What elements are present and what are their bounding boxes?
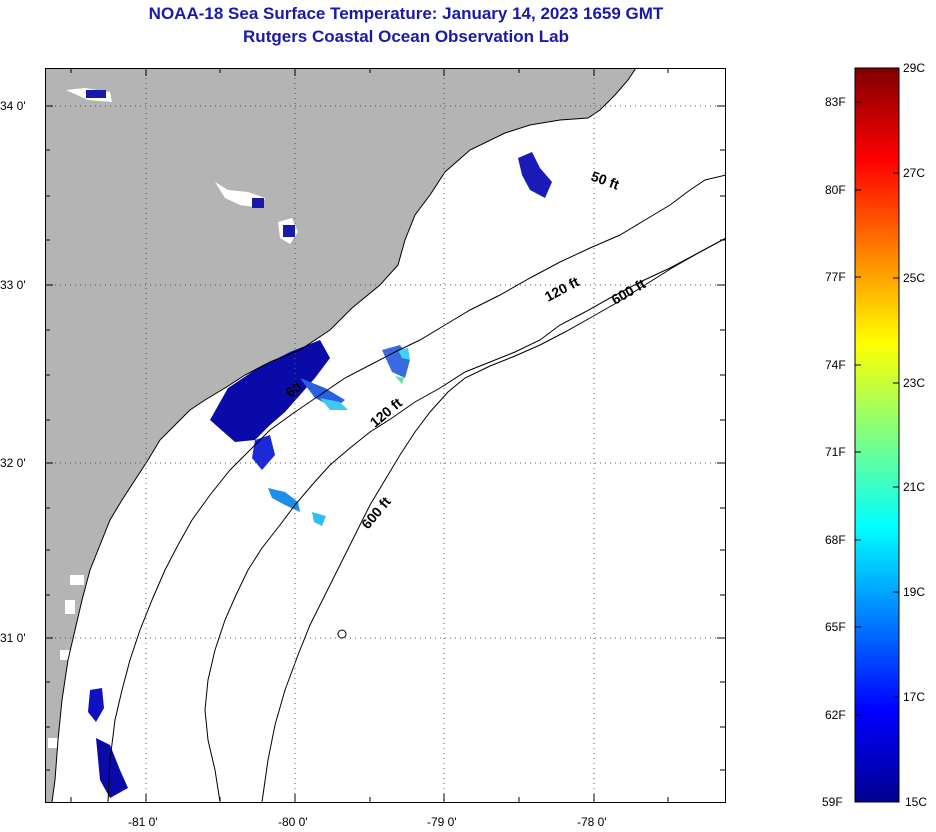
cb-c-15: 15C bbox=[905, 795, 928, 809]
contour-ring bbox=[337, 629, 347, 639]
cb-c-25: 25C bbox=[903, 271, 926, 285]
lon-label-81: -81 0' bbox=[128, 815, 158, 829]
lat-label-34: 34 0' bbox=[0, 99, 26, 113]
contour-120ft bbox=[204, 237, 725, 802]
sst-patches bbox=[86, 90, 552, 798]
cb-f-65: 65F bbox=[825, 620, 846, 634]
lon-label-78: -78 0' bbox=[577, 815, 607, 829]
cb-c-27: 27C bbox=[903, 166, 926, 180]
depth-contours bbox=[51, 68, 725, 802]
lat-label-31: 31 0' bbox=[0, 631, 26, 645]
lon-label-80: -80 0' bbox=[278, 815, 308, 829]
contour-50ft bbox=[107, 174, 725, 802]
cb-f-83: 83F bbox=[825, 95, 846, 109]
map-frame bbox=[45, 68, 726, 803]
cb-c-19: 19C bbox=[903, 585, 926, 599]
cb-c-23: 23C bbox=[903, 376, 926, 390]
coast-outline bbox=[51, 68, 637, 802]
map-title: NOAA-18 Sea Surface Temperature: January… bbox=[148, 4, 664, 23]
lon-label-79: -79 0' bbox=[427, 815, 457, 829]
cb-f-68: 68F bbox=[825, 533, 846, 547]
colorbar-ticks bbox=[855, 67, 899, 716]
colorbar bbox=[854, 67, 900, 803]
lat-label-33: 33 0' bbox=[0, 278, 26, 292]
cb-f-77: 77F bbox=[825, 270, 846, 284]
cb-f-80: 80F bbox=[825, 183, 846, 197]
cb-c-17: 17C bbox=[903, 690, 926, 704]
lat-label-32: 32 0' bbox=[0, 456, 26, 470]
gridlines bbox=[45, 68, 725, 802]
cb-f-59: 59F bbox=[822, 795, 843, 809]
cb-c-29: 29C bbox=[903, 61, 926, 75]
cb-f-71: 71F bbox=[825, 445, 846, 459]
contour-600ft bbox=[261, 237, 725, 802]
map-subtitle: Rutgers Coastal Ocean Observation Lab bbox=[243, 27, 569, 46]
cb-c-21: 21C bbox=[903, 480, 926, 494]
cb-f-74: 74F bbox=[825, 358, 846, 372]
land-mass bbox=[45, 68, 636, 802]
cb-f-62: 62F bbox=[825, 708, 846, 722]
